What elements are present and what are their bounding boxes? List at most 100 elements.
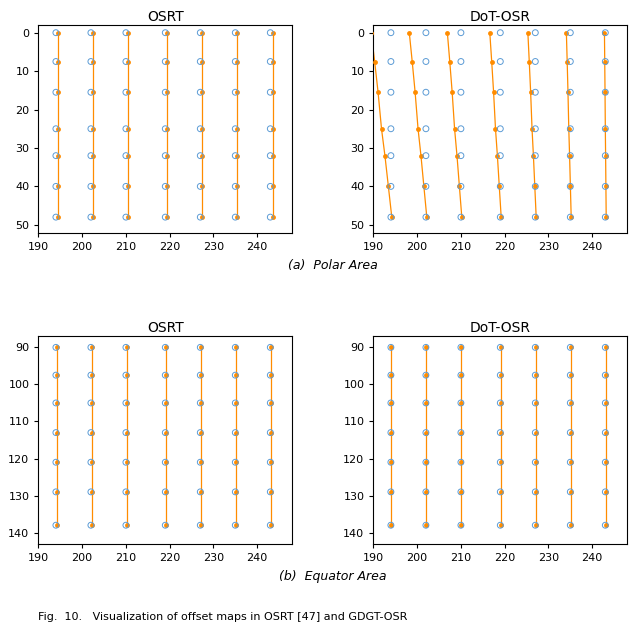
Point <box>230 342 241 352</box>
Point <box>600 124 611 134</box>
Point <box>456 370 466 380</box>
Point <box>530 151 540 161</box>
Point <box>495 28 506 38</box>
Point <box>456 398 466 408</box>
Point <box>600 520 611 530</box>
Point <box>265 428 275 438</box>
Point <box>565 181 575 191</box>
Point <box>386 458 396 468</box>
Point <box>565 398 575 408</box>
Point <box>121 151 131 161</box>
Point <box>160 428 170 438</box>
Point <box>420 151 431 161</box>
Point <box>565 151 575 161</box>
Point <box>121 520 131 530</box>
Point <box>51 428 61 438</box>
Point <box>160 487 170 497</box>
Point <box>121 428 131 438</box>
Point <box>495 520 506 530</box>
Point <box>565 124 575 134</box>
Point <box>86 458 96 468</box>
Point <box>51 370 61 380</box>
Point <box>230 370 241 380</box>
Point <box>495 398 506 408</box>
Point <box>195 212 205 222</box>
Point <box>51 56 61 66</box>
Point <box>386 124 396 134</box>
Point <box>265 520 275 530</box>
Point <box>86 342 96 352</box>
Point <box>565 487 575 497</box>
Point <box>51 487 61 497</box>
Point <box>230 428 241 438</box>
Point <box>160 342 170 352</box>
Point <box>386 520 396 530</box>
Point <box>456 88 466 98</box>
Point <box>230 398 241 408</box>
Point <box>600 212 611 222</box>
Point <box>51 342 61 352</box>
Point <box>86 181 96 191</box>
Point <box>230 151 241 161</box>
Point <box>195 124 205 134</box>
Point <box>121 56 131 66</box>
Point <box>530 428 540 438</box>
Point <box>51 520 61 530</box>
Point <box>420 181 431 191</box>
Point <box>195 398 205 408</box>
Point <box>600 181 611 191</box>
Point <box>51 124 61 134</box>
Point <box>565 520 575 530</box>
Point <box>230 56 241 66</box>
Point <box>530 56 540 66</box>
Point <box>420 342 431 352</box>
Point <box>530 370 540 380</box>
Point <box>86 56 96 66</box>
Point <box>495 212 506 222</box>
Point <box>456 342 466 352</box>
Point <box>600 428 611 438</box>
Point <box>195 28 205 38</box>
Point <box>456 56 466 66</box>
Point <box>600 398 611 408</box>
Point <box>600 458 611 468</box>
Point <box>160 458 170 468</box>
Point <box>420 458 431 468</box>
Point <box>265 56 275 66</box>
Point <box>195 487 205 497</box>
Point <box>51 181 61 191</box>
Point <box>420 520 431 530</box>
Point <box>565 458 575 468</box>
Point <box>456 212 466 222</box>
Point <box>456 124 466 134</box>
Point <box>230 88 241 98</box>
Point <box>386 487 396 497</box>
Point <box>265 487 275 497</box>
Point <box>456 28 466 38</box>
Point <box>86 370 96 380</box>
Point <box>386 88 396 98</box>
Point <box>495 370 506 380</box>
Point <box>51 88 61 98</box>
Point <box>420 370 431 380</box>
Point <box>495 428 506 438</box>
Text: (a)  Polar Area: (a) Polar Area <box>288 259 378 272</box>
Point <box>195 88 205 98</box>
Point <box>121 370 131 380</box>
Point <box>565 56 575 66</box>
Point <box>51 398 61 408</box>
Point <box>565 212 575 222</box>
Point <box>160 124 170 134</box>
Point <box>230 212 241 222</box>
Point <box>265 181 275 191</box>
Point <box>386 212 396 222</box>
Point <box>386 428 396 438</box>
Point <box>495 151 506 161</box>
Point <box>195 151 205 161</box>
Point <box>160 398 170 408</box>
Point <box>495 458 506 468</box>
Point <box>160 28 170 38</box>
Point <box>420 56 431 66</box>
Point <box>265 124 275 134</box>
Point <box>195 370 205 380</box>
